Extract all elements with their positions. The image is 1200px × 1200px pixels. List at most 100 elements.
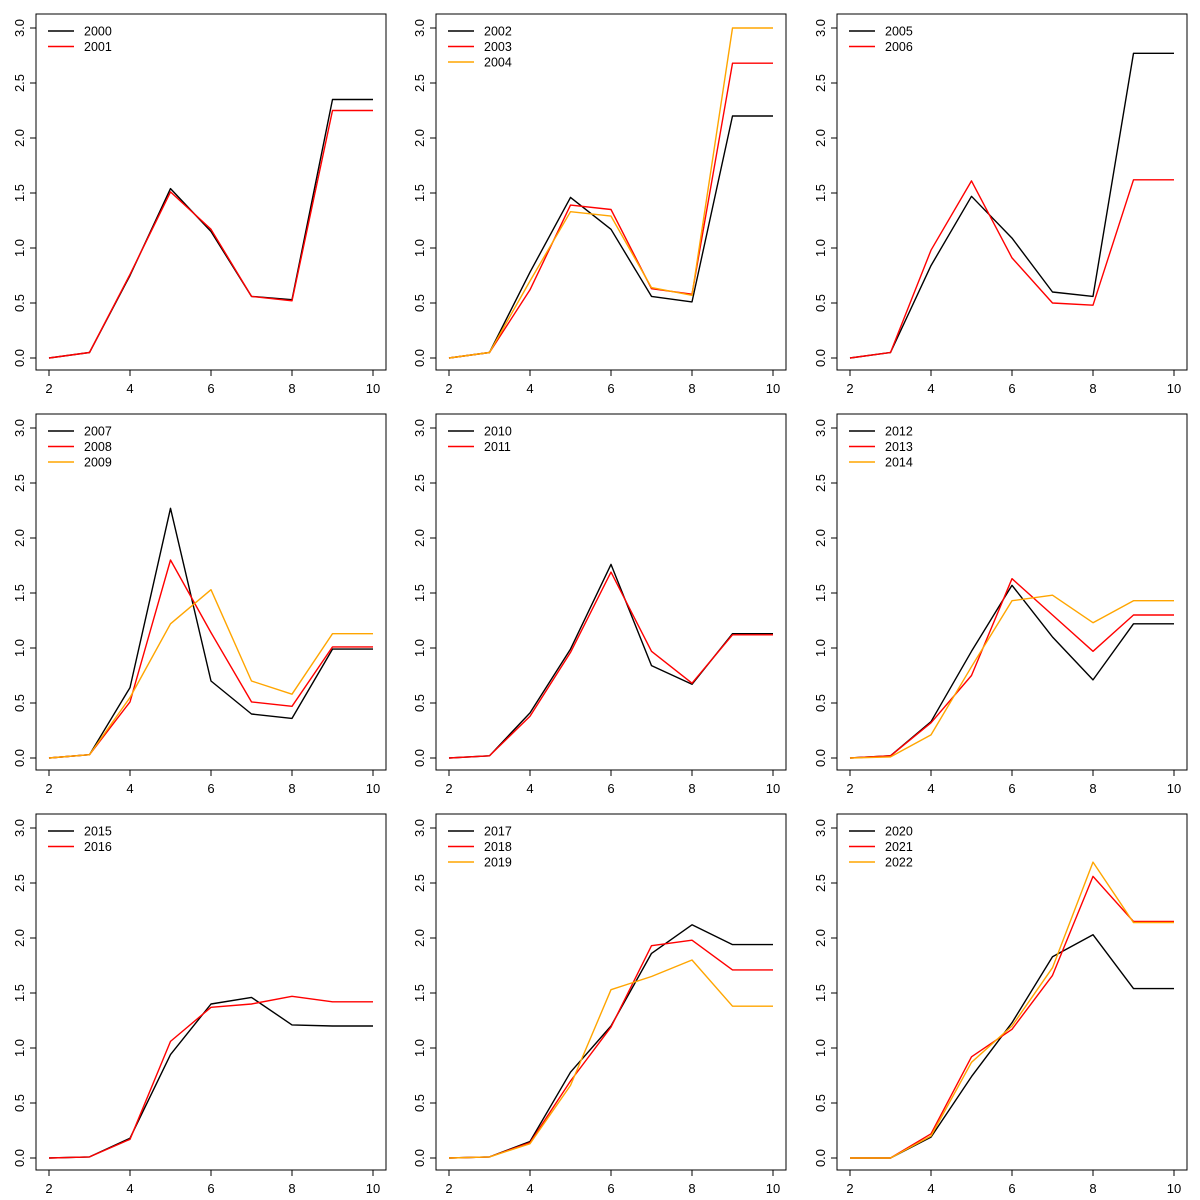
- y-tick-label: 1.5: [12, 584, 27, 602]
- legend-label: 2009: [84, 456, 112, 470]
- y-tick-label: 2.0: [12, 129, 27, 147]
- x-tick-label: 8: [688, 381, 695, 396]
- plot-frame: [35, 813, 387, 1171]
- series-line-2018: [448, 939, 773, 1159]
- legend-label: 2000: [84, 25, 112, 39]
- y-tick-label: 0.0: [813, 749, 828, 767]
- y-tick-label: 0.5: [412, 1094, 427, 1112]
- series-line-2004: [448, 27, 773, 359]
- x-tick-label: 2: [445, 381, 452, 396]
- legend-label: 2017: [484, 825, 512, 839]
- y-tick-label: 2.0: [412, 929, 427, 947]
- series-line-2007: [48, 507, 373, 759]
- legend-label: 2001: [84, 40, 112, 54]
- y-tick-label: 2.5: [813, 74, 828, 92]
- y-tick-label: 3.0: [12, 19, 27, 37]
- y-tick-label: 2.5: [412, 74, 427, 92]
- legend-label: 2013: [885, 440, 913, 454]
- x-tick-label: 6: [1008, 1181, 1015, 1196]
- x-tick-label: 6: [207, 381, 214, 396]
- legend-label: 2002: [484, 25, 512, 39]
- x-tick-label: 8: [688, 781, 695, 796]
- x-tick-label: 6: [1008, 381, 1015, 396]
- y-tick-label: 0.5: [813, 1094, 828, 1112]
- legend-label: 2016: [84, 840, 112, 854]
- y-tick-label: 2.0: [813, 129, 828, 147]
- x-tick-label: 4: [526, 381, 533, 396]
- y-tick-label: 2.5: [813, 874, 828, 892]
- y-tick-label: 2.0: [813, 929, 828, 947]
- x-tick-label: 10: [366, 1181, 380, 1196]
- y-tick-label: 1.5: [12, 984, 27, 1002]
- y-tick-label: 1.0: [12, 1039, 27, 1057]
- x-tick-label: 6: [207, 781, 214, 796]
- y-tick-label: 3.0: [412, 819, 427, 837]
- x-tick-label: 4: [126, 781, 133, 796]
- y-tick-label: 1.5: [813, 984, 828, 1002]
- y-tick-label: 1.0: [12, 239, 27, 257]
- series-line-2013: [849, 578, 1174, 759]
- series-line-2022: [850, 861, 1174, 1159]
- x-tick-label: 10: [766, 381, 780, 396]
- y-tick-label: 0.0: [12, 349, 27, 367]
- y-tick-label: 1.5: [12, 184, 27, 202]
- legend-label: 2006: [885, 40, 913, 54]
- series-line-2011: [448, 571, 773, 759]
- y-tick-label: 1.5: [412, 184, 427, 202]
- series-line-2020: [850, 934, 1174, 1159]
- y-tick-label: 0.0: [412, 1149, 427, 1167]
- y-tick-label: 0.0: [813, 349, 828, 367]
- x-tick-label: 4: [927, 381, 934, 396]
- series-line-2005: [849, 52, 1174, 359]
- y-tick-label: 0.0: [12, 749, 27, 767]
- x-tick-label: 4: [126, 381, 133, 396]
- x-tick-label: 6: [607, 781, 614, 796]
- legend-label: 2022: [885, 856, 913, 870]
- legend-label: 2003: [484, 40, 512, 54]
- x-tick-label: 4: [526, 1181, 533, 1196]
- series-line-2016: [48, 995, 373, 1159]
- x-tick-label: 2: [846, 781, 853, 796]
- x-tick-label: 10: [366, 781, 380, 796]
- y-tick-label: 3.0: [412, 419, 427, 437]
- y-tick-label: 2.5: [412, 474, 427, 492]
- x-tick-label: 2: [846, 1181, 853, 1196]
- legend-label: 2019: [484, 856, 512, 870]
- x-tick-label: 2: [45, 781, 52, 796]
- series-line-2012: [849, 584, 1174, 759]
- y-tick-label: 0.5: [813, 694, 828, 712]
- y-tick-label: 1.0: [412, 1039, 427, 1057]
- y-tick-label: 2.5: [412, 874, 427, 892]
- series-line-2009: [48, 589, 373, 759]
- y-tick-label: 0.0: [412, 749, 427, 767]
- x-tick-label: 2: [445, 1181, 452, 1196]
- x-tick-label: 4: [126, 1181, 133, 1196]
- y-tick-label: 3.0: [813, 419, 828, 437]
- x-tick-label: 10: [1167, 1181, 1181, 1196]
- y-tick-label: 1.0: [813, 639, 828, 657]
- x-tick-label: 8: [688, 1181, 695, 1196]
- x-tick-label: 10: [1167, 781, 1181, 796]
- y-tick-label: 2.5: [813, 474, 828, 492]
- y-tick-label: 1.0: [813, 1039, 828, 1057]
- x-tick-label: 4: [526, 781, 533, 796]
- x-tick-label: 2: [846, 381, 853, 396]
- x-tick-label: 10: [366, 381, 380, 396]
- y-tick-label: 1.5: [813, 184, 828, 202]
- legend-label: 2012: [885, 425, 913, 439]
- y-tick-label: 0.5: [412, 694, 427, 712]
- legend-label: 2015: [84, 825, 112, 839]
- x-tick-label: 10: [766, 1181, 780, 1196]
- y-tick-label: 1.0: [412, 239, 427, 257]
- x-tick-label: 6: [607, 381, 614, 396]
